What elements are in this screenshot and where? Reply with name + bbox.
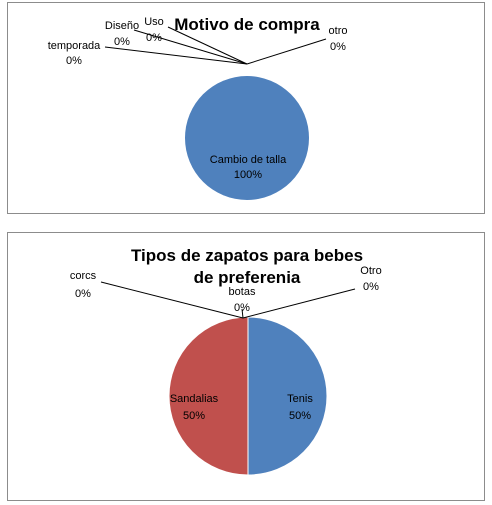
chart-title: Motivo de compra (174, 15, 320, 34)
data-label-corcs-value: 0% (75, 288, 91, 300)
data-label-cambio-de-talla-name: Cambio de talla (210, 154, 287, 166)
data-label-diseno-name: Diseño (105, 20, 139, 32)
data-label-otro-value: 0% (363, 281, 379, 293)
pie-chart-2-svg: Tipos de zapatos para bebes de prefereni… (70, 246, 382, 476)
pie-slice-tenis (247, 316, 328, 476)
data-label-cambio-de-talla-value: 100% (234, 169, 262, 181)
data-label-diseno-value: 0% (114, 36, 130, 48)
chart-tipos-de-zapatos: Tipos de zapatos para bebes de prefereni… (7, 232, 485, 501)
data-label-uso-value: 0% (146, 32, 162, 44)
data-label-tenis-name: Tenis (287, 393, 313, 405)
leader-line-uso (167, 26, 248, 65)
leader-line-temporada (104, 46, 248, 65)
data-label-otro-name: Otro (360, 265, 381, 277)
leader-line-diseno (133, 29, 248, 65)
data-label-otro-value: 0% (330, 41, 346, 53)
data-label-corcs-name: corcs (70, 270, 97, 282)
data-label-sandalias-value: 50% (183, 410, 205, 422)
data-label-uso-name: Uso (144, 16, 164, 28)
leader-line-otro (242, 288, 356, 319)
pie-chart-1-svg: Motivo de compra Cambio de talla 100% te… (48, 15, 348, 200)
chart-motivo-de-compra: Motivo de compra Cambio de talla 100% te… (7, 2, 485, 214)
data-label-sandalias-name: Sandalias (170, 393, 219, 405)
data-label-botas-value: 0% (234, 302, 250, 314)
data-label-botas-name: botas (229, 286, 256, 298)
data-label-temporada-name: temporada (48, 40, 101, 52)
pie-slice-cambio-de-talla (185, 76, 309, 200)
pie-slice-sandalias (168, 316, 249, 476)
chart-title-line-2: de preferenia (194, 268, 301, 287)
chart-title-line-1: Tipos de zapatos para bebes (131, 246, 363, 265)
leader-line-botas (241, 308, 244, 319)
data-label-otro-name: otro (329, 25, 348, 37)
leader-line-otro (246, 38, 327, 65)
data-label-tenis-value: 50% (289, 410, 311, 422)
data-label-temporada-value: 0% (66, 55, 82, 67)
leader-line-corcs (100, 281, 244, 319)
